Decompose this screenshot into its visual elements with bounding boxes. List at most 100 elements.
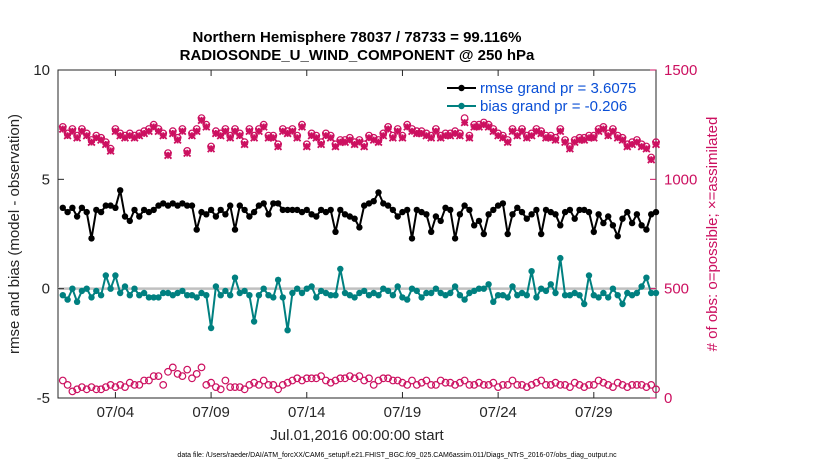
y-tick-label: -5 <box>37 390 50 407</box>
obs-possible-marker <box>164 367 172 376</box>
series-point <box>490 298 497 305</box>
obs-assimilated-marker <box>584 133 594 142</box>
y-tick-label: 0 <box>42 281 50 298</box>
series-point <box>351 294 358 301</box>
obs-possible-marker <box>408 376 416 385</box>
obs-assimilated-marker <box>494 131 503 140</box>
series-point <box>461 202 468 209</box>
series-point <box>322 289 330 297</box>
series-point <box>428 228 435 235</box>
series-point <box>442 292 449 299</box>
obs-assimilated-marker <box>618 135 627 145</box>
obs-possible-marker <box>207 378 216 387</box>
obs-assimilated-marker <box>321 131 330 140</box>
series-point <box>102 272 110 279</box>
obs-assimilated-marker <box>68 127 77 136</box>
obs-assimilated-marker <box>183 149 192 158</box>
series-point <box>418 208 425 216</box>
obs-possible-marker <box>245 381 254 389</box>
obs-possible-marker <box>403 381 412 389</box>
series-point <box>126 292 133 299</box>
obs-possible-marker <box>585 381 593 389</box>
obs-assimilated-marker <box>479 120 488 129</box>
obs-assimilated-marker <box>274 142 283 151</box>
obs-possible-marker <box>125 378 134 387</box>
series-point <box>585 208 593 216</box>
series-point <box>88 294 95 301</box>
series-point <box>231 226 239 233</box>
series-point <box>504 294 511 301</box>
obs-possible-marker <box>494 383 503 392</box>
obs-possible-marker <box>389 376 397 385</box>
y2-tick-label: 500 <box>664 281 689 298</box>
series-point <box>605 213 612 220</box>
series-point <box>528 268 535 275</box>
series-point <box>394 213 401 220</box>
series-point <box>260 200 267 207</box>
obs-assimilated-marker <box>388 133 397 142</box>
obs-possible-marker <box>307 374 316 383</box>
obs-possible-marker <box>618 381 627 389</box>
series-point <box>160 289 167 297</box>
series-point <box>370 289 377 297</box>
series-point <box>284 327 291 334</box>
series-point <box>83 285 90 292</box>
obs-assimilated-marker <box>513 131 522 140</box>
series-point <box>265 292 272 299</box>
legend: rmse grand pr = 3.6075 bias grand pr = -… <box>447 80 636 115</box>
series-point <box>241 206 248 214</box>
obs-assimilated-marker <box>82 131 91 140</box>
obs-possible-marker <box>637 381 646 389</box>
obs-assimilated-marker <box>144 127 153 136</box>
series-point <box>561 292 569 299</box>
series-point <box>437 217 444 225</box>
series-point <box>78 204 86 211</box>
series-point <box>231 274 239 281</box>
series-point <box>643 274 650 281</box>
obs-assimilated-marker <box>642 144 651 153</box>
series-point <box>236 289 243 297</box>
series-point <box>480 230 487 238</box>
obs-assimilated-marker <box>599 125 608 134</box>
legend-bias-label: bias grand pr = -0.206 <box>480 98 627 115</box>
obs-assimilated-marker <box>111 127 120 136</box>
series-point <box>461 296 468 303</box>
series-point <box>179 200 186 207</box>
y2-tick-label: 0 <box>664 390 672 407</box>
obs-assimilated-marker <box>221 127 230 136</box>
series-layer <box>58 114 661 396</box>
obs-possible-marker <box>460 376 469 385</box>
series-point <box>121 213 129 220</box>
series-point <box>265 211 272 218</box>
series-point <box>117 187 124 194</box>
obs-assimilated-marker <box>58 125 67 134</box>
x-tick-label: 07/29 <box>575 404 613 421</box>
series-point <box>308 283 315 290</box>
obs-possible-marker <box>374 376 383 385</box>
series-point <box>561 208 569 216</box>
series-point <box>150 206 157 214</box>
series-point <box>327 292 334 299</box>
series-1 <box>59 254 660 334</box>
obs-possible-marker <box>628 381 636 389</box>
series-point <box>217 206 224 214</box>
obs-possible-marker <box>369 381 378 389</box>
series-point <box>451 235 459 242</box>
series-point <box>188 202 196 209</box>
x-tick-label: 07/09 <box>192 404 230 421</box>
obs-assimilated-marker <box>398 133 407 142</box>
obs-assimilated-marker <box>570 138 579 147</box>
series-point <box>494 202 502 209</box>
obs-possible-marker <box>106 381 115 389</box>
obs-possible-marker <box>188 374 196 383</box>
series-point <box>571 215 578 222</box>
series-point <box>341 211 349 218</box>
obs-assimilated-marker <box>149 122 158 131</box>
obs-possible-marker <box>566 383 574 392</box>
obs-possible-marker <box>475 378 483 387</box>
series-point <box>260 285 267 292</box>
obs-assimilated-marker <box>651 140 661 149</box>
obs-assimilated-marker <box>326 133 335 142</box>
series-point <box>423 289 430 297</box>
